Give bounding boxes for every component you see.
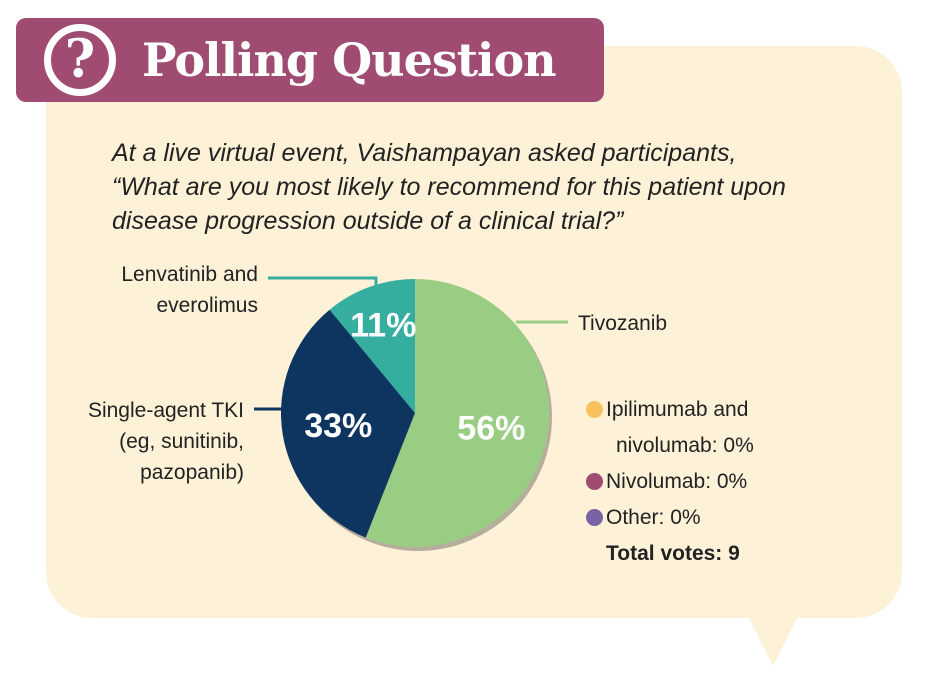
- total-votes-row: Total votes: 9: [586, 536, 826, 572]
- pie-slices: [281, 279, 552, 551]
- leader-lines: [254, 276, 568, 411]
- intro-text: At a live virtual event, Vaishampayan as…: [112, 136, 872, 238]
- label-line: pazopanib): [140, 461, 244, 484]
- legend-item-other: Other: 0%: [586, 500, 826, 536]
- legend-dot-icon: [586, 401, 603, 418]
- legend-dot-icon: [586, 509, 603, 526]
- label-line: Lenvatinib and: [121, 263, 258, 286]
- intro-line: disease progression outside of a clinica…: [112, 207, 624, 235]
- slice-label-tivozanib: Tivozanib: [578, 312, 668, 335]
- pie-slice-lenvatinib-and-everolimus: [329, 279, 415, 413]
- pie-percent-label: 11%: [350, 307, 416, 345]
- leader-line-lenvatinib: [268, 276, 378, 294]
- legend-item-ipilimumab: Ipilimumab and: [586, 392, 826, 428]
- legend-label: Other: 0%: [606, 506, 701, 529]
- pie-slice-tivozanib: [365, 279, 550, 547]
- legend-dot-icon: [586, 473, 603, 490]
- pie-percent-label: 56%: [457, 410, 525, 448]
- label-line: Single-agent TKI: [87, 399, 244, 422]
- legend-label: nivolumab: 0%: [616, 434, 754, 457]
- total-votes: Total votes: 9: [606, 542, 740, 565]
- legend-label: Nivolumab: 0%: [606, 470, 748, 493]
- pie-percent-label: 33%: [304, 407, 372, 445]
- label-line: (eg, sunitinib,: [119, 430, 244, 453]
- slice-label-single-agent-tki: Single-agent TKI (eg, sunitinib, pazopan…: [60, 395, 244, 488]
- page-title: Polling Question: [142, 33, 557, 87]
- intro-line: At a live virtual event, Vaishampayan as…: [112, 139, 737, 167]
- question-icon: ?: [44, 24, 116, 96]
- question-mark-glyph: ?: [64, 29, 96, 90]
- zero-vote-legend: Ipilimumab and nivolumab: 0% Nivolumab: …: [586, 392, 826, 572]
- legend-item-ipilimumab-cont: nivolumab: 0%: [586, 428, 826, 464]
- pie-slice-single-agent-tki-eg-sunitinib-pazopanib: [281, 309, 415, 538]
- label-line: everolimus: [156, 294, 258, 317]
- intro-line: “What are you most likely to recommend f…: [112, 173, 786, 201]
- pie-percent-labels: 56% 33% 11%: [304, 307, 525, 448]
- slice-label-lenvatinib: Lenvatinib and everolimus: [100, 259, 258, 321]
- legend-item-nivolumab: Nivolumab: 0%: [586, 464, 826, 500]
- legend-label: Ipilimumab and: [606, 398, 749, 421]
